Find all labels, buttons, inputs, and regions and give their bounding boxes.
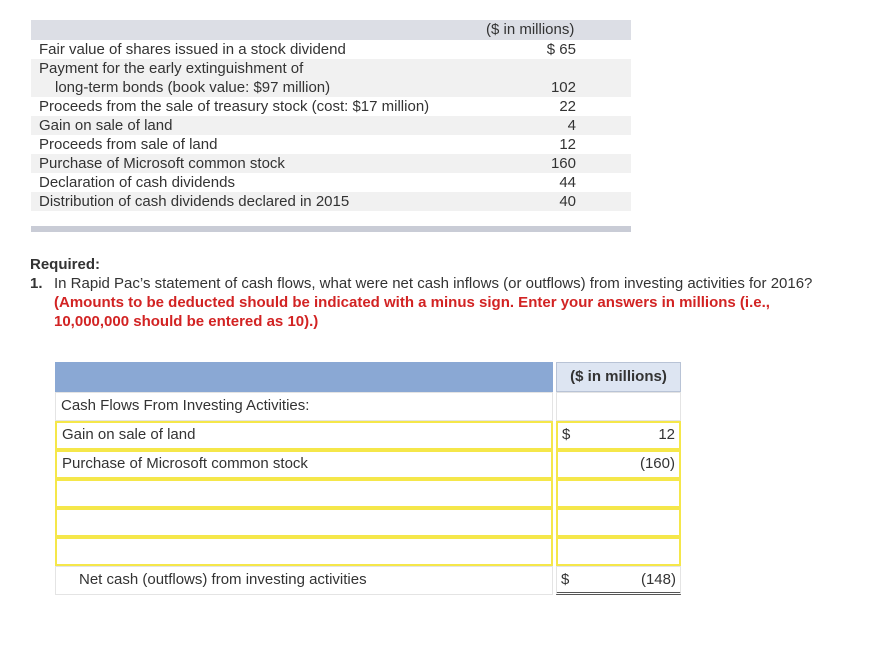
table-row: Proceeds from the sale of treasury stock… (31, 97, 631, 116)
answer-column-header: ($ in millions) (556, 362, 681, 392)
row-value: 22 (559, 98, 576, 115)
required-title: Required: (30, 256, 101, 273)
row-label: Declaration of cash dividends (39, 174, 235, 191)
row-value: 12 (559, 136, 576, 153)
answer-header-label-cell (55, 362, 553, 392)
answer-amount-input[interactable]: (160) (556, 450, 681, 479)
row-value: 40 (559, 193, 576, 210)
amount-value: 12 (658, 426, 675, 443)
total-row: Net cash (outflows) from investing activ… (55, 566, 681, 595)
question-instruction: (Amounts to be deducted should be indica… (54, 294, 770, 330)
answer-amount-input[interactable] (556, 479, 681, 508)
question-text: In Rapid Pac’s statement of cash flows, … (54, 275, 813, 292)
answer-row: Gain on sale of land $ 12 (55, 421, 681, 450)
section-label: Cash Flows From Investing Activities: (55, 392, 553, 421)
row-value: 4 (567, 117, 576, 134)
data-table-footer (31, 211, 631, 232)
table-row: Purchase of Microsoft common stock 160 (31, 154, 631, 173)
table-row: Proceeds from sale of land 12 (31, 135, 631, 154)
answer-amount-input[interactable]: $ 12 (556, 421, 681, 450)
data-table: ($ in millions) Fair value of shares iss… (31, 20, 631, 232)
data-table-column-header: ($ in millions) (486, 21, 575, 38)
data-table-header: ($ in millions) (31, 20, 631, 40)
row-label-continued: long-term bonds (book value: $97 million… (55, 79, 331, 96)
row-value: 160 (550, 155, 576, 172)
row-value: 102 (550, 79, 576, 96)
row-label: Proceeds from sale of land (39, 136, 218, 153)
amount-value: (160) (639, 455, 675, 472)
row-label: Fair value of shares issued in a stock d… (39, 41, 346, 58)
answer-label-input[interactable] (55, 479, 553, 508)
row-label: Payment for the early extinguishment of (39, 60, 304, 77)
required-section: Required: 1. In Rapid Pac’s statement of… (30, 255, 830, 331)
answer-label-input[interactable]: Purchase of Microsoft common stock (55, 450, 553, 479)
dollar-sign: $ (561, 571, 570, 588)
row-label: Purchase of Microsoft common stock (39, 155, 285, 172)
question-number: 1. (30, 275, 43, 292)
table-row: Gain on sale of land 4 (31, 116, 631, 135)
row-value: 44 (559, 174, 576, 191)
section-value-cell (556, 392, 681, 421)
answer-table-header: ($ in millions) (55, 362, 681, 392)
answer-table: ($ in millions) Cash Flows From Investin… (55, 362, 681, 595)
table-row: Fair value of shares issued in a stock d… (31, 40, 631, 59)
row-label: Gain on sale of land (39, 117, 173, 134)
total-label: Net cash (outflows) from investing activ… (55, 566, 553, 595)
answer-row (55, 537, 681, 566)
row-value: $ 65 (546, 41, 576, 58)
answer-row (55, 479, 681, 508)
answer-label-input[interactable] (55, 537, 553, 566)
dollar-sign: $ (562, 426, 571, 443)
question: 1. In Rapid Pac’s statement of cash flow… (30, 274, 830, 331)
answer-row: Purchase of Microsoft common stock (160) (55, 450, 681, 479)
answer-amount-input[interactable] (556, 508, 681, 537)
table-row: Declaration of cash dividends 44 (31, 173, 631, 192)
table-row: Distribution of cash dividends declared … (31, 192, 631, 211)
answer-label-input[interactable]: Gain on sale of land (55, 421, 553, 450)
answer-row (55, 508, 681, 537)
total-amount: (148) (640, 571, 676, 588)
table-row: Payment for the early extinguishment of … (31, 59, 631, 97)
total-amount-cell: $ (148) (556, 566, 681, 595)
answer-label-input[interactable] (55, 508, 553, 537)
row-label: Proceeds from the sale of treasury stock… (39, 98, 430, 115)
row-label: Distribution of cash dividends declared … (39, 193, 350, 210)
answer-amount-input[interactable] (556, 537, 681, 566)
section-row: Cash Flows From Investing Activities: (55, 392, 681, 421)
